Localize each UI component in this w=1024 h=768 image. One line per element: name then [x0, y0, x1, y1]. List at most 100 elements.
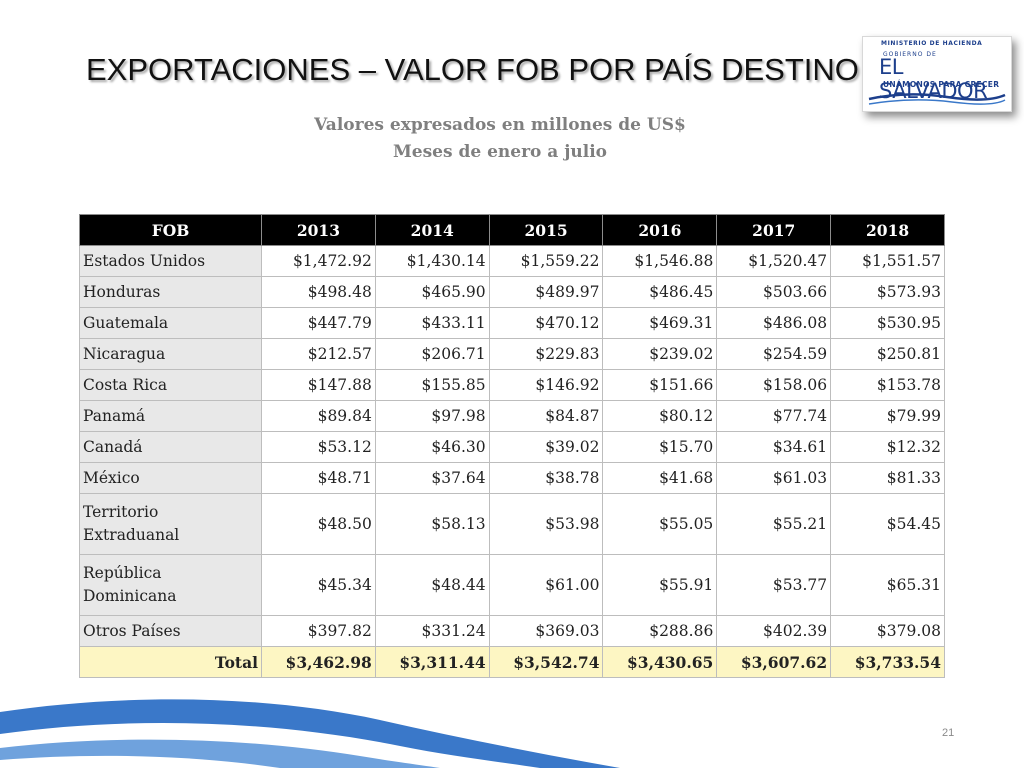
table-header-row: FOB 2013 2014 2015 2016 2017 2018 — [79, 214, 945, 246]
value-cell: $206.71 — [374, 338, 490, 370]
value-cell: $212.57 — [261, 338, 376, 370]
header-fob: FOB — [79, 214, 262, 246]
value-cell: $79.99 — [830, 400, 945, 432]
country-cell: Guatemala — [79, 307, 262, 339]
value-cell: $229.83 — [488, 338, 604, 370]
footer-wave-icon — [0, 699, 620, 768]
value-cell: $38.78 — [488, 462, 604, 494]
table-row: Costa Rica $147.88 $155.85 $146.92 $151.66 $1… — [79, 369, 945, 401]
value-cell: $1,520.47 — [716, 245, 832, 277]
value-cell: $1,430.14 — [374, 245, 490, 277]
table-row: Honduras $498.48 $465.90 $489.97 $486.45 $503… — [79, 276, 945, 308]
page-number: 21 — [942, 727, 955, 739]
value-cell: $65.31 — [830, 554, 945, 616]
country-cell: Nicaragua — [79, 338, 262, 370]
value-cell: $54.45 — [830, 493, 945, 555]
value-cell: $433.11 — [374, 307, 490, 339]
value-cell: $486.45 — [602, 276, 718, 308]
logo-motto-text: UNÁMONOS PARA CRECER — [883, 80, 1000, 89]
value-cell: $153.78 — [830, 369, 945, 401]
value-cell: $288.86 — [602, 615, 718, 647]
value-cell: $503.66 — [716, 276, 832, 308]
header-year: 2014 — [374, 214, 490, 246]
total-value-cell: $3,542.74 — [488, 646, 604, 678]
value-cell: $45.34 — [261, 554, 376, 616]
value-cell: $58.13 — [374, 493, 490, 555]
header-year: 2018 — [830, 214, 945, 246]
country-cell: Canadá — [79, 431, 262, 463]
value-cell: $48.50 — [261, 493, 376, 555]
value-cell: $77.74 — [716, 400, 832, 432]
fob-table: FOB 2013 2014 2015 2016 2017 2018 Estados Unid… — [79, 214, 945, 678]
value-cell: $89.84 — [261, 400, 376, 432]
value-cell: $1,551.57 — [830, 245, 945, 277]
value-cell: $530.95 — [830, 307, 945, 339]
value-cell: $1,546.88 — [602, 245, 718, 277]
total-value-cell: $3,462.98 — [261, 646, 376, 678]
value-cell: $1,472.92 — [261, 245, 376, 277]
logo-wave-icon — [868, 93, 1006, 105]
government-logo: MINISTERIO DE HACIENDA GOBIERNO DE EL SA… — [862, 36, 1012, 112]
table-row: México $48.71 $37.64 $38.78 $41.68 $61.03 $81.… — [79, 462, 945, 494]
value-cell: $465.90 — [374, 276, 490, 308]
value-cell: $97.98 — [374, 400, 490, 432]
slide-title: EXPORTACIONES – VALOR FOB POR PAÍS DESTI… — [86, 52, 859, 87]
table-row: Guatemala $447.79 $433.11 $470.12 $469.31 $48… — [79, 307, 945, 339]
value-cell: $573.93 — [830, 276, 945, 308]
value-cell: $15.70 — [602, 431, 718, 463]
value-cell: $486.08 — [716, 307, 832, 339]
total-value-cell: $3,607.62 — [716, 646, 832, 678]
country-cell: Panamá — [79, 400, 262, 432]
value-cell: $41.68 — [602, 462, 718, 494]
value-cell: $1,559.22 — [488, 245, 604, 277]
value-cell: $470.12 — [488, 307, 604, 339]
header-year: 2013 — [261, 214, 376, 246]
value-cell: $37.64 — [374, 462, 490, 494]
logo-ministry-text: MINISTERIO DE HACIENDA — [881, 40, 983, 47]
table-row: Territorio Extraduanal $48.50 $58.13 $53.98… — [79, 493, 945, 555]
value-cell: $53.77 — [716, 554, 832, 616]
value-cell: $239.02 — [602, 338, 718, 370]
value-cell: $81.33 — [830, 462, 945, 494]
header-year: 2016 — [602, 214, 718, 246]
value-cell: $397.82 — [261, 615, 376, 647]
value-cell: $55.21 — [716, 493, 832, 555]
value-cell: $147.88 — [261, 369, 376, 401]
value-cell: $489.97 — [488, 276, 604, 308]
subtitle-units: Valores expresados en millones de US$ — [314, 115, 686, 135]
table-body: Estados Unidos $1,472.92 $1,430.14 $1,559.2… — [79, 245, 945, 647]
value-cell: $158.06 — [716, 369, 832, 401]
header-year: 2017 — [716, 214, 832, 246]
total-label: Total — [79, 646, 262, 678]
value-cell: $48.71 — [261, 462, 376, 494]
value-cell: $48.44 — [374, 554, 490, 616]
value-cell: $151.66 — [602, 369, 718, 401]
total-value-cell: $3,733.54 — [830, 646, 945, 678]
value-cell: $331.24 — [374, 615, 490, 647]
table-row: Canadá $53.12 $46.30 $39.02 $15.70 $34.61 $12.… — [79, 431, 945, 463]
value-cell: $254.59 — [716, 338, 832, 370]
header-year: 2015 — [488, 214, 604, 246]
table-row: Otros Países $397.82 $331.24 $369.03 $288.86… — [79, 615, 945, 647]
country-cell: México — [79, 462, 262, 494]
value-cell: $146.92 — [488, 369, 604, 401]
table-row: Estados Unidos $1,472.92 $1,430.14 $1,559.2… — [79, 245, 945, 277]
total-value-cell: $3,311.44 — [374, 646, 490, 678]
table-row: Nicaragua $212.57 $206.71 $229.83 $239.02 $25… — [79, 338, 945, 370]
country-cell: Territorio Extraduanal — [79, 493, 262, 555]
value-cell: $34.61 — [716, 431, 832, 463]
subtitle-period: Meses de enero a julio — [392, 142, 608, 162]
value-cell: $498.48 — [261, 276, 376, 308]
value-cell: $80.12 — [602, 400, 718, 432]
value-cell: $55.91 — [602, 554, 718, 616]
value-cell: $369.03 — [488, 615, 604, 647]
total-row: Total $3,462.98 $3,311.44 $3,542.74 $3,430.6… — [79, 646, 945, 678]
value-cell: $53.98 — [488, 493, 604, 555]
table-row: República Dominicana $45.34 $48.44 $61.00 $5… — [79, 554, 945, 616]
country-cell: Estados Unidos — [79, 245, 262, 277]
value-cell: $39.02 — [488, 431, 604, 463]
country-cell: República Dominicana — [79, 554, 262, 616]
value-cell: $61.00 — [488, 554, 604, 616]
value-cell: $53.12 — [261, 431, 376, 463]
value-cell: $61.03 — [716, 462, 832, 494]
